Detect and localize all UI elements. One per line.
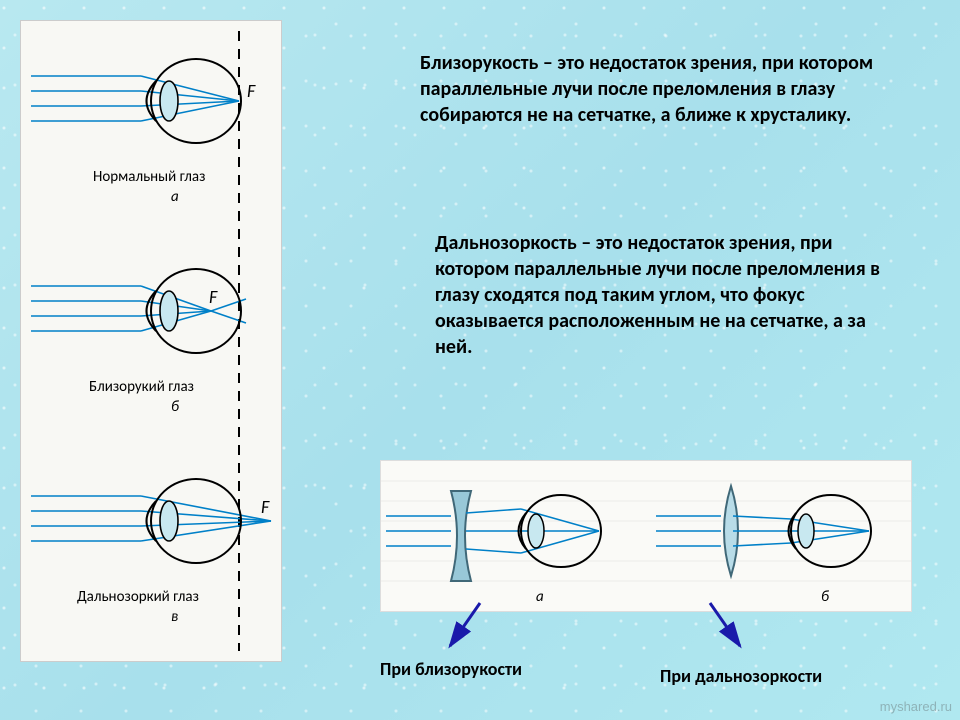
- eye-types-panel: F Нормальный глаз а F Близорукий глаз б: [20, 20, 282, 662]
- svg-text:а: а: [536, 588, 544, 606]
- corrective-lenses-svg: а б: [381, 461, 911, 611]
- svg-text:а: а: [171, 188, 179, 206]
- svg-text:б: б: [821, 588, 829, 606]
- svg-text:Дальнозоркий глаз: Дальнозоркий глаз: [77, 588, 199, 606]
- svg-text:Близорукий глаз: Близорукий глаз: [89, 378, 194, 396]
- hyperopia-correction-caption: При дальнозоркости: [660, 665, 822, 687]
- hyperopia-definition: Дальнозоркость – это недостаток зрения, …: [435, 230, 905, 360]
- svg-text:Нормальный глаз: Нормальный глаз: [93, 168, 205, 186]
- svg-text:F: F: [247, 80, 256, 102]
- myopia-definition: Близорукость – это недостаток зрения, пр…: [420, 50, 910, 128]
- arrow-to-myopia-caption: [440, 598, 500, 658]
- svg-text:F: F: [261, 496, 270, 518]
- watermark: myshared.ru: [880, 699, 952, 714]
- svg-text:в: в: [171, 608, 178, 626]
- eye-types-svg: F Нормальный глаз а F Близорукий глаз б: [21, 21, 281, 661]
- arrow-to-hyperopia-caption: [700, 598, 760, 658]
- svg-text:F: F: [209, 286, 218, 308]
- corrective-lenses-panel: а б: [380, 460, 912, 612]
- myopia-correction-caption: При близорукости: [380, 658, 522, 680]
- svg-text:б: б: [171, 398, 179, 416]
